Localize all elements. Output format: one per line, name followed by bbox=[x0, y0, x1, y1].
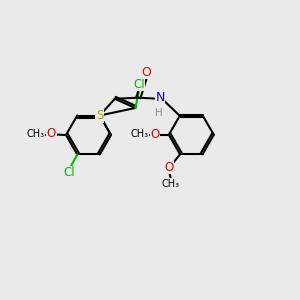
Text: Cl: Cl bbox=[133, 78, 145, 91]
Text: S: S bbox=[96, 109, 103, 122]
Text: O: O bbox=[141, 65, 151, 79]
Text: O: O bbox=[164, 161, 173, 174]
Text: O: O bbox=[150, 128, 160, 141]
Text: Cl: Cl bbox=[63, 167, 74, 179]
Text: CH₃: CH₃ bbox=[162, 178, 180, 188]
Text: O: O bbox=[47, 128, 56, 140]
Text: CH₃: CH₃ bbox=[130, 129, 148, 139]
Text: H: H bbox=[155, 108, 163, 118]
Text: N: N bbox=[155, 91, 165, 104]
Text: CH₃: CH₃ bbox=[26, 129, 44, 139]
